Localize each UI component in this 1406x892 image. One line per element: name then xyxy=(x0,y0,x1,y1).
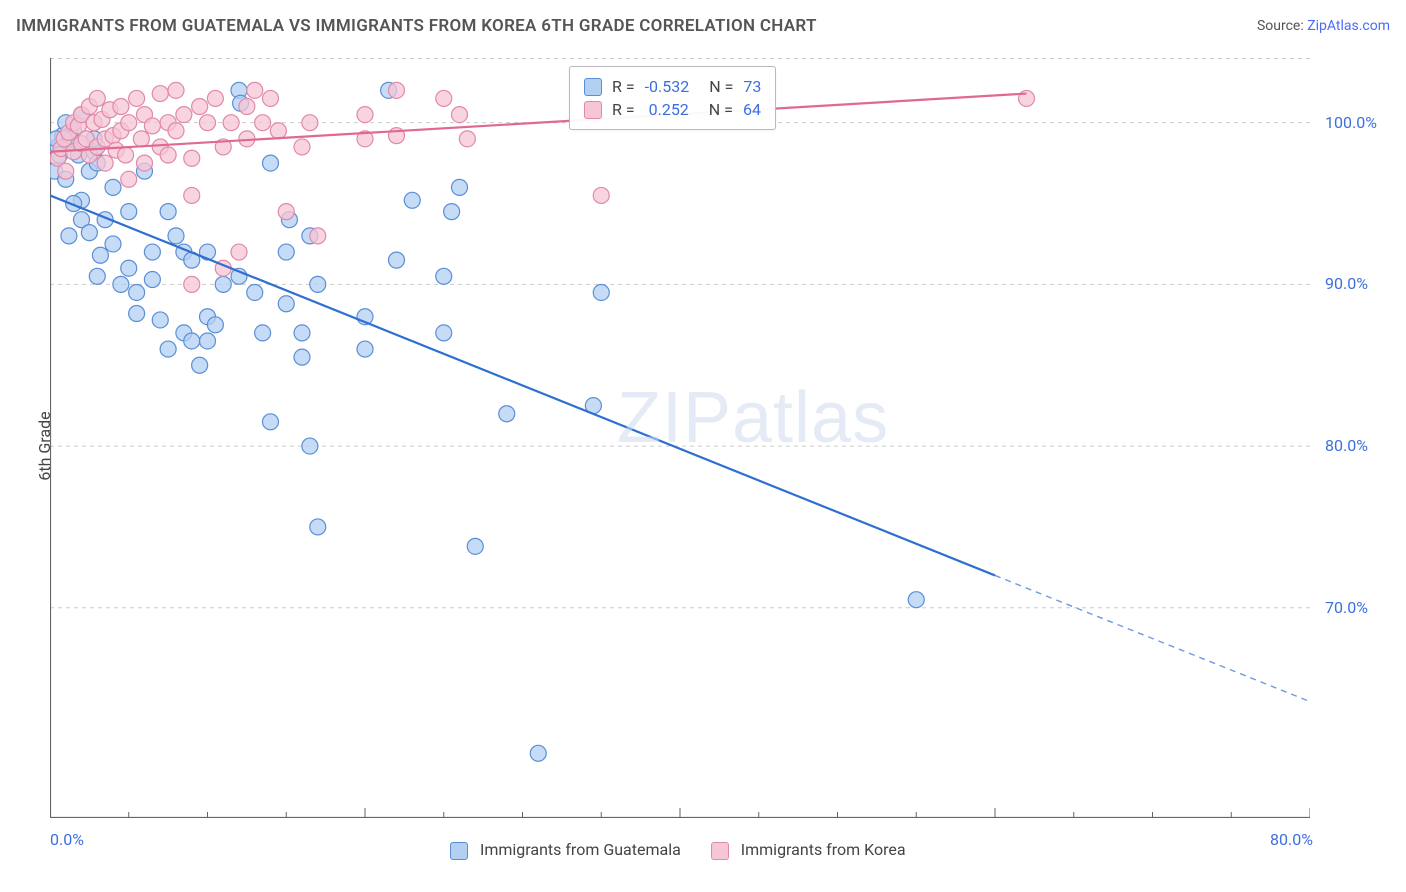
guatemala-swatch-icon xyxy=(584,78,602,96)
korea-swatch-icon xyxy=(584,101,602,119)
x-tick-label: 80.0% xyxy=(1270,830,1313,849)
legend-label-guatemala: Immigrants from Guatemala xyxy=(480,840,681,859)
chart-title: IMMIGRANTS FROM GUATEMALA VS IMMIGRANTS … xyxy=(16,16,817,36)
n-label: N = xyxy=(709,77,733,96)
guatemala-swatch-icon xyxy=(450,842,468,860)
scatter-plot xyxy=(50,58,1310,818)
source-label: Source: xyxy=(1257,18,1304,34)
chart-container: IMMIGRANTS FROM GUATEMALA VS IMMIGRANTS … xyxy=(0,0,1406,892)
x-tick-label: 0.0% xyxy=(50,830,84,849)
n-label: N = xyxy=(709,100,733,119)
korea-n-value: 64 xyxy=(743,100,761,119)
guatemala-n-value: 73 xyxy=(743,77,761,96)
korea-r-value: 0.252 xyxy=(649,100,689,119)
r-label: R = xyxy=(612,100,635,119)
stats-row-korea: R = 0.252 N = 64 xyxy=(584,98,761,121)
header: IMMIGRANTS FROM GUATEMALA VS IMMIGRANTS … xyxy=(16,16,1390,36)
legend-item-guatemala: Immigrants from Guatemala xyxy=(450,840,681,860)
y-tick-label: 70.0% xyxy=(1325,598,1368,617)
y-tick-label: 100.0% xyxy=(1325,113,1377,132)
y-tick-label: 90.0% xyxy=(1325,274,1368,293)
source-link[interactable]: ZipAtlas.com xyxy=(1307,18,1390,34)
legend-label-korea: Immigrants from Korea xyxy=(741,840,906,859)
korea-swatch-icon xyxy=(711,842,729,860)
guatemala-r-value: -0.532 xyxy=(645,77,690,96)
stats-row-guatemala: R = -0.532 N = 73 xyxy=(584,75,761,98)
stats-legend-box: R = -0.532 N = 73 R = 0.252 N = 64 xyxy=(569,66,776,130)
y-tick-label: 80.0% xyxy=(1325,436,1368,455)
source-attribution: Source: ZipAtlas.com xyxy=(1257,18,1390,34)
legend-item-korea: Immigrants from Korea xyxy=(711,840,906,860)
bottom-legend: Immigrants from Guatemala Immigrants fro… xyxy=(450,840,906,860)
r-label: R = xyxy=(612,77,635,96)
